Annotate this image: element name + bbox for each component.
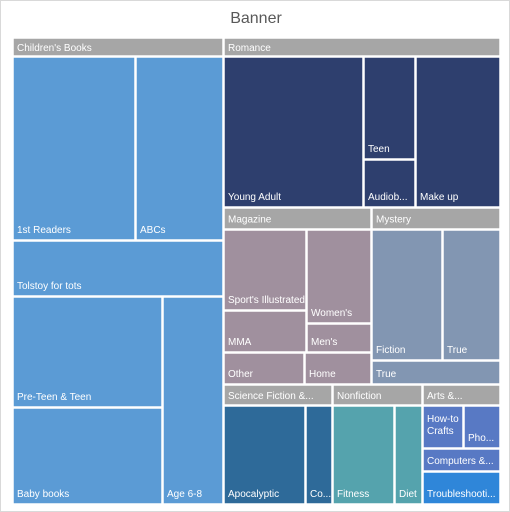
tile-label-pho: Pho...	[468, 433, 494, 444]
tile-teen	[363, 56, 416, 160]
group-label-science-fiction: Science Fiction &...	[228, 391, 314, 402]
group-header-mystery	[371, 207, 501, 230]
tile-label-pre-teen-teen: Pre-Teen & Teen	[17, 392, 91, 403]
group-label-romance: Romance	[228, 43, 271, 54]
tile-label-audiob: Audiob...	[368, 192, 407, 203]
tile-label-abcs: ABCs	[140, 225, 166, 236]
group-label-nonfiction: Nonfiction	[337, 391, 381, 402]
group-label-mystery: Mystery	[376, 215, 411, 226]
tile-label-other: Other	[228, 369, 254, 380]
tile-1st-readers	[12, 56, 136, 241]
tile-label-true: True	[447, 345, 468, 356]
tile-age-6-8	[162, 296, 224, 505]
tile-diet	[394, 405, 423, 505]
tile-true	[442, 229, 501, 361]
tile-label-age-6-8: Age 6-8	[167, 489, 202, 500]
tile-label-baby-books: Baby books	[17, 489, 69, 500]
tile-label-1st-readers: 1st Readers	[17, 225, 71, 236]
tile-true	[371, 360, 501, 385]
tile-baby-books	[12, 407, 163, 505]
tile-fiction	[371, 229, 443, 361]
tile-audiob	[363, 159, 416, 208]
tile-label-tolstoy-for-tots: Tolstoy for tots	[17, 281, 81, 292]
tile-men-s	[306, 323, 372, 353]
tile-label-troubleshooti: Troubleshooti...	[427, 489, 496, 500]
chart-title: Banner	[230, 10, 282, 27]
tile-apocalyptic	[223, 405, 306, 505]
group-header-children-s-books	[12, 37, 224, 57]
tile-pre-teen-teen	[12, 296, 163, 408]
tile-mma	[223, 310, 307, 353]
tile-co	[305, 405, 333, 505]
tile-label-true: True	[376, 369, 397, 380]
group-header-magazine	[223, 207, 372, 230]
tile-label-sport-s-illustrated: Sport's Illustrated	[228, 295, 305, 306]
tile-label-fiction: Fiction	[376, 345, 405, 356]
tile-label-fitness: Fitness	[337, 489, 369, 500]
tile-abcs	[135, 56, 224, 241]
group-label-children-s-books: Children's Books	[17, 43, 92, 54]
tile-label-make-up: Make up	[420, 192, 459, 203]
tile-label-computers: Computers &...	[427, 456, 494, 467]
tile-label-how-to-crafts-2: Crafts	[427, 426, 454, 437]
tile-label-diet: Diet	[399, 489, 417, 500]
tile-label-apocalyptic: Apocalyptic	[228, 489, 279, 500]
tile-label-men-s: Men's	[311, 337, 337, 348]
tile-label-young-adult: Young Adult	[228, 192, 281, 203]
tile-label-teen: Teen	[368, 144, 390, 155]
tile-sport-s-illustrated	[223, 229, 307, 311]
tile-fitness	[332, 405, 395, 505]
tile-label-co: Co...	[310, 489, 331, 500]
group-header-science-fiction	[223, 384, 333, 406]
group-header-romance	[223, 37, 501, 57]
tile-troubleshooti	[422, 471, 501, 505]
group-header-nonfiction	[332, 384, 423, 406]
group-label-magazine: Magazine	[228, 215, 272, 226]
tile-other	[223, 352, 305, 385]
tile-computers	[422, 448, 501, 472]
tile-label-mma: MMA	[228, 337, 252, 348]
tile-young-adult	[223, 56, 364, 208]
tile-women-s	[306, 229, 372, 324]
group-label-arts: Arts &...	[427, 391, 463, 402]
tile-label-home: Home	[309, 369, 336, 380]
tile-label-how-to-crafts-1: How-to	[427, 414, 459, 425]
tile-home	[304, 352, 372, 385]
tile-tolstoy-for-tots	[12, 240, 224, 297]
group-header-arts	[422, 384, 501, 406]
tile-make-up	[415, 56, 501, 208]
tile-pho	[463, 405, 501, 449]
tile-label-women-s: Women's	[311, 308, 352, 319]
tile-how-to-crafts	[422, 405, 464, 449]
